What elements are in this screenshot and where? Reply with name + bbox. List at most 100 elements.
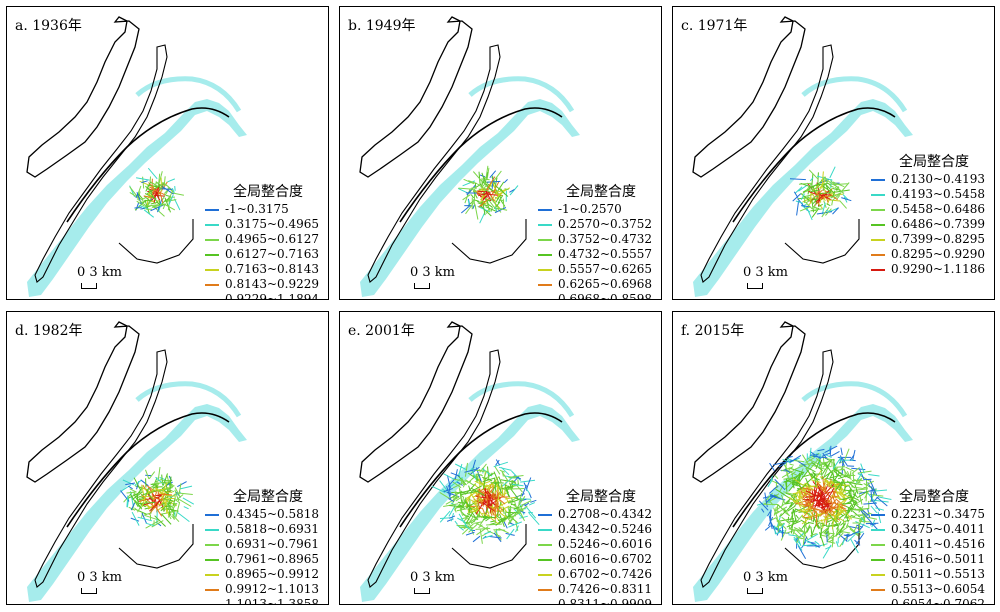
road-segment (134, 479, 142, 486)
road-segment (140, 493, 151, 504)
road-segment (137, 516, 153, 522)
river-loop (468, 381, 575, 418)
road-segment (163, 182, 167, 187)
road-segment (493, 482, 502, 484)
road-segment (134, 199, 147, 211)
legend-item: 0.6486~0.7399 (871, 217, 985, 232)
district-boundary (732, 412, 896, 528)
legend-item: 0.9229~1.1894 (205, 292, 319, 299)
road-segment (509, 185, 519, 196)
road-segment (472, 535, 481, 543)
road-segment (174, 489, 180, 502)
road-segment (158, 173, 161, 184)
road-segment (131, 511, 140, 526)
road-segment (795, 536, 806, 540)
road-segment (781, 516, 791, 525)
legend-item: 0.7426~0.8311 (538, 582, 652, 597)
road-segment (136, 200, 145, 207)
road-segment (868, 474, 880, 477)
river-loop (468, 76, 575, 113)
legend-item: 1.1013~1.3858 (205, 597, 319, 604)
road-segment (860, 510, 872, 523)
map-panel: a. 1936年 全局整合度 -1~0.3175 0.3175~0.4965 0.496… (6, 6, 329, 300)
road-segment (486, 180, 501, 183)
legend-label: 0.4342~0.5246 (558, 522, 653, 536)
road-segment (827, 533, 835, 541)
road-segment (480, 499, 484, 507)
road-segment (174, 499, 180, 503)
road-segment (174, 186, 176, 191)
road-segment (151, 191, 156, 196)
road-segment (823, 486, 827, 491)
legend-swatch (871, 238, 885, 241)
road-segment (860, 516, 865, 523)
road-segment (457, 187, 468, 194)
road-segment (136, 494, 139, 505)
road-segment (832, 187, 838, 191)
road-segment (858, 506, 864, 513)
road-segment (815, 194, 825, 203)
road-segment (486, 193, 498, 196)
road-segment (492, 189, 497, 195)
road-segment (431, 485, 446, 493)
road-segment (495, 185, 509, 197)
road-segment (455, 506, 468, 509)
road-segment (493, 170, 502, 182)
legend-swatch (871, 528, 885, 531)
legend: 全局整合度 0.2708~0.4342 0.4342~0.5246 0.5246~0.… (538, 490, 653, 604)
road-segment (801, 524, 805, 529)
road-segment (809, 447, 812, 459)
legend-item: 0.5458~0.6486 (871, 202, 985, 217)
road-segment (450, 472, 461, 477)
road-segment (785, 465, 790, 481)
road-segment (780, 494, 786, 504)
road-segment (826, 203, 831, 207)
legend-item: 0.4193~0.5458 (871, 187, 985, 202)
road-segment (494, 206, 498, 212)
road-segment (490, 486, 495, 492)
road-segment (819, 476, 829, 482)
road-segment (833, 470, 843, 479)
road-segment (456, 508, 468, 512)
road-segment (823, 491, 831, 500)
scale-label: 0 3 km (77, 265, 123, 280)
road-segment (800, 193, 810, 201)
road-segment (824, 483, 835, 495)
road-segment (853, 524, 858, 532)
legend-item: 0.8143~0.9229 (205, 277, 319, 292)
road-segment (800, 182, 811, 188)
road-segment (870, 485, 875, 495)
road-segment (519, 498, 527, 502)
road-segment (831, 537, 834, 544)
legend: 全局整合度 0.2130~0.4193 0.4193~0.5458 0.5458~0.… (871, 155, 985, 277)
road-segment (788, 534, 799, 537)
road-segment (804, 465, 816, 473)
road-segment (860, 463, 865, 474)
road-segment (455, 490, 458, 500)
road-segment (477, 192, 491, 197)
legend-label: 0.2130~0.4193 (891, 172, 986, 186)
road-segment (796, 484, 807, 492)
road-segment (801, 472, 816, 478)
road-segment (823, 462, 831, 477)
road-segment (767, 478, 774, 488)
road-segment (130, 517, 140, 522)
road-segment (144, 199, 151, 215)
road-segment (809, 183, 819, 188)
road-segment (498, 466, 512, 471)
city-map (26, 321, 247, 602)
road-segment (789, 514, 793, 521)
legend-label: 0.5513~0.6054 (891, 582, 986, 596)
road-segment (446, 518, 454, 522)
road-segment (832, 192, 842, 201)
road-segment (160, 505, 171, 509)
legend-label: 0.4516~0.5011 (891, 552, 986, 566)
road-segment (810, 189, 821, 193)
road-segment (835, 189, 850, 193)
road-segment (854, 484, 859, 495)
road-segment (843, 196, 848, 203)
legend-item: 0.2130~0.4193 (871, 172, 985, 187)
road-segment (508, 475, 524, 478)
road-segment (494, 466, 501, 475)
road-segment (465, 494, 472, 507)
